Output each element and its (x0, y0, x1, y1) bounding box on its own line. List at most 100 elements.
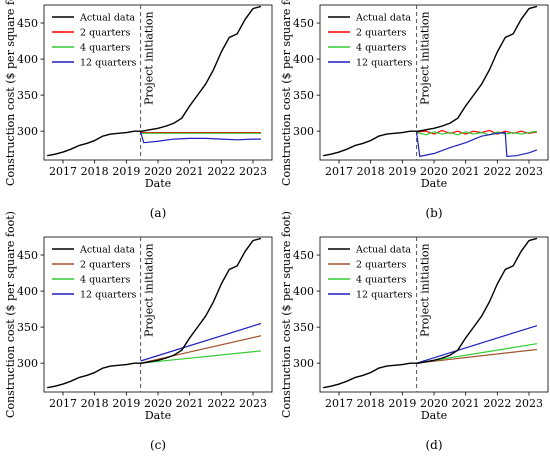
y-tick-label: 300 (293, 357, 314, 370)
series-line (140, 350, 261, 364)
project-initiation-label: Project initiation (419, 11, 432, 105)
y-tick-label: 350 (17, 321, 38, 334)
x-tick-label: 2017 (49, 397, 77, 410)
y-axis-label: Construction cost ($ per square foot) (280, 0, 293, 186)
y-tick-label: 400 (17, 285, 38, 298)
x-tick-label: 2017 (49, 165, 77, 178)
x-tick-label: 2023 (239, 397, 267, 410)
x-tick-label: 2022 (483, 165, 511, 178)
x-tick-label: 2022 (483, 397, 511, 410)
chart-panel: 2017 2018 2019 2020 2021 2022 2023 300 350 400 450… (4, 211, 273, 452)
y-tick-label: 300 (17, 357, 38, 370)
x-axis-label: Date (145, 177, 171, 190)
legend: Actual data 2 quarters 4 quarters 12 quarte… (52, 245, 136, 301)
x-tick-label: 2023 (515, 165, 543, 178)
legend-label: 2 quarters (80, 260, 130, 271)
plot-frame (319, 4, 549, 161)
x-tick-label: 2022 (207, 165, 235, 178)
project-initiation-label: Project initiation (143, 243, 156, 337)
x-tick-label: 2018 (357, 165, 385, 178)
y-tick-label: 450 (293, 17, 314, 30)
y-tick-label: 450 (17, 249, 38, 262)
series-group (47, 5, 262, 157)
x-axis-label: Date (421, 177, 447, 190)
series-line (416, 130, 538, 136)
y-axis-label: Construction cost ($ per square foot) (4, 211, 17, 418)
y-tick-label: 400 (293, 53, 314, 66)
x-axis-label: Date (421, 409, 447, 422)
x-tick-label: 2019 (112, 397, 140, 410)
x-tick-label: 2019 (112, 165, 140, 178)
x-tick-label: 2018 (81, 165, 109, 178)
x-tick-label: 2019 (388, 397, 416, 410)
series-line (47, 237, 262, 389)
y-tick-label: 450 (17, 17, 38, 30)
legend-label: 12 quarters (356, 58, 412, 69)
series-line (140, 335, 262, 364)
x-tick-label: 2020 (144, 165, 172, 178)
chart-panel: 2017 2018 2019 2020 2021 2022 2023 300 350 400 450… (280, 211, 549, 452)
y-tick-label: 400 (293, 285, 314, 298)
legend-label: Actual data (355, 13, 411, 24)
x-tick-label: 2018 (81, 397, 109, 410)
legend: Actual data 2 quarters 4 quarters 12 quarte… (328, 13, 412, 69)
legend-label: 4 quarters (80, 275, 130, 286)
x-tick-label: 2021 (452, 397, 480, 410)
y-tick-label: 300 (17, 125, 38, 138)
y-tick-label: 350 (293, 89, 314, 102)
plot-frame (43, 236, 273, 393)
series-line (416, 348, 537, 364)
y-axis-label: Construction cost ($ per square foot) (280, 211, 293, 418)
plot-frame (319, 236, 549, 393)
legend-label: 4 quarters (356, 275, 406, 286)
series-line (416, 325, 538, 364)
plot-frame (43, 4, 273, 161)
series-line (416, 129, 538, 135)
y-tick-label: 300 (293, 125, 314, 138)
x-tick-label: 2023 (515, 397, 543, 410)
legend-label: 4 quarters (356, 43, 406, 54)
x-tick-label: 2017 (325, 165, 353, 178)
x-tick-label: 2021 (452, 165, 480, 178)
y-tick-label: 350 (17, 89, 38, 102)
legend-label: 2 quarters (356, 260, 406, 271)
x-tick-label: 2018 (357, 397, 385, 410)
panel-caption: (a) (150, 206, 167, 220)
chart-panel: 2017 2018 2019 2020 2021 2022 2023 300 350 400 450… (4, 0, 273, 220)
y-tick-label: 450 (293, 249, 314, 262)
x-tick-label: 2022 (207, 397, 235, 410)
x-tick-label: 2019 (388, 165, 416, 178)
legend-label: 12 quarters (356, 290, 412, 301)
series-line (140, 322, 262, 362)
legend-label: Actual data (355, 245, 411, 256)
x-tick-label: 2023 (239, 165, 267, 178)
panel-caption: (c) (150, 438, 166, 452)
x-tick-label: 2020 (144, 397, 172, 410)
y-tick-label: 400 (17, 53, 38, 66)
legend-label: Actual data (79, 13, 135, 24)
x-tick-label: 2020 (420, 165, 448, 178)
series-line (140, 131, 261, 144)
x-tick-label: 2021 (176, 165, 204, 178)
x-tick-label: 2021 (176, 397, 204, 410)
series-line (323, 5, 538, 157)
legend-label: 12 quarters (80, 58, 136, 69)
project-initiation-label: Project initiation (143, 11, 156, 105)
legend: Actual data 2 quarters 4 quarters 12 quarte… (52, 13, 136, 69)
legend-label: 4 quarters (80, 43, 130, 54)
legend-label: 2 quarters (80, 28, 130, 39)
panel-caption: (d) (425, 438, 442, 452)
project-initiation-label: Project initiation (419, 243, 432, 337)
series-line (415, 131, 538, 157)
series-line (47, 5, 262, 157)
x-axis-label: Date (145, 409, 171, 422)
x-tick-label: 2017 (325, 397, 353, 410)
series-line (323, 237, 538, 389)
y-tick-label: 350 (293, 321, 314, 334)
legend-label: 12 quarters (80, 290, 136, 301)
x-tick-label: 2020 (420, 397, 448, 410)
series-group (323, 237, 538, 389)
legend-label: 2 quarters (356, 28, 406, 39)
series-group (47, 237, 262, 389)
